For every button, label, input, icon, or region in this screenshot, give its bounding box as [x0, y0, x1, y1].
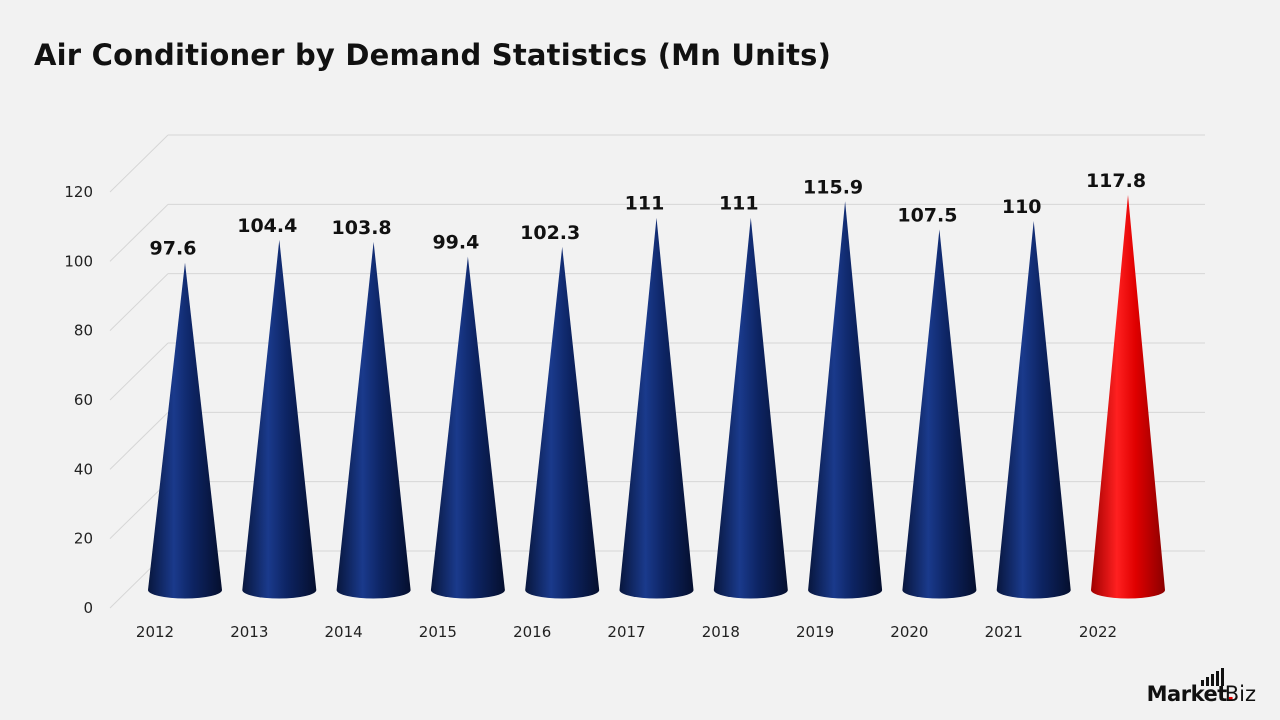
data-label: 111	[719, 193, 759, 215]
y-tick-label: 120	[64, 183, 93, 201]
cone-body	[1091, 194, 1165, 599]
data-label: 107.5	[897, 204, 957, 226]
gridline-depth	[109, 273, 169, 332]
x-tick-label: 2015	[419, 623, 457, 641]
x-tick-label: 2021	[985, 623, 1023, 641]
signal-bars-icon	[1200, 668, 1224, 686]
gridline-depth	[109, 342, 169, 401]
cone-body	[902, 229, 977, 599]
cone-body	[430, 256, 505, 599]
y-tick-label: 40	[74, 460, 93, 478]
x-tick-label: 2016	[513, 623, 551, 641]
x-tick-label: 2019	[796, 623, 834, 641]
cone-bar	[996, 221, 1071, 599]
y-tick-label: 60	[74, 391, 93, 409]
cone-bar	[619, 217, 694, 599]
cone-bar	[336, 241, 411, 599]
signal-bar	[1215, 671, 1219, 686]
data-label: 104.4	[237, 215, 297, 237]
signal-bar	[1200, 680, 1204, 686]
data-label: 111	[625, 193, 665, 215]
labels: 97.6 104.4 103.8 99.4 102.3 111 111 115.9 107.5 1…	[150, 170, 1147, 260]
cone-body	[242, 239, 317, 599]
signal-bar	[1205, 677, 1209, 686]
gridline-depth	[109, 411, 169, 470]
chart-title: Air Conditioner by Demand Statistics (Mn…	[34, 38, 832, 72]
cone-body	[336, 241, 411, 599]
cone-bar	[902, 229, 977, 599]
cone-body	[619, 217, 694, 599]
cone-bar	[1091, 194, 1165, 599]
x-tick-label: 2013	[230, 623, 268, 641]
signal-bar	[1210, 674, 1214, 686]
cone-bar	[430, 256, 505, 599]
data-label: 115.9	[803, 176, 863, 198]
cone-body	[808, 201, 883, 599]
brand-logo: Market . Biz	[1147, 668, 1256, 706]
cone-bar	[713, 217, 788, 599]
cone-body	[148, 262, 222, 599]
brand-dot: .	[1226, 682, 1235, 706]
axes: 0 20 40 60 80 100 120 2012 2013 2014 2015 2016 2017 2…	[64, 183, 1117, 641]
cone-bar	[525, 246, 600, 599]
cone-body	[996, 221, 1071, 599]
x-tick-label: 2017	[607, 623, 645, 641]
data-label: 110	[1002, 196, 1042, 218]
signal-bar	[1220, 668, 1224, 686]
cones	[148, 194, 1165, 599]
cone-body	[713, 217, 788, 599]
brand-name: Market	[1146, 682, 1228, 706]
cone-bar	[242, 239, 317, 599]
x-tick-label: 2022	[1079, 623, 1117, 641]
cone-body	[525, 246, 600, 599]
y-tick-label: 100	[64, 252, 93, 270]
cone-bar	[148, 262, 222, 599]
data-label: 97.6	[150, 238, 197, 260]
brand-suffix: Biz	[1224, 682, 1256, 706]
x-tick-label: 2020	[890, 623, 928, 641]
cone-bar	[808, 201, 883, 599]
gridline-depth	[109, 134, 169, 193]
gridline-depth	[109, 203, 169, 262]
data-label: 103.8	[332, 217, 392, 239]
data-label: 117.8	[1086, 170, 1146, 192]
x-tick-label: 2012	[136, 623, 174, 641]
gridline-depth	[109, 481, 169, 540]
data-label: 99.4	[432, 232, 479, 254]
y-tick-label: 20	[74, 530, 93, 548]
x-tick-label: 2014	[325, 623, 363, 641]
x-tick-label: 2018	[702, 623, 740, 641]
y-tick-label: 0	[83, 599, 93, 617]
y-tick-label: 80	[74, 322, 93, 340]
data-label: 102.3	[520, 222, 580, 244]
